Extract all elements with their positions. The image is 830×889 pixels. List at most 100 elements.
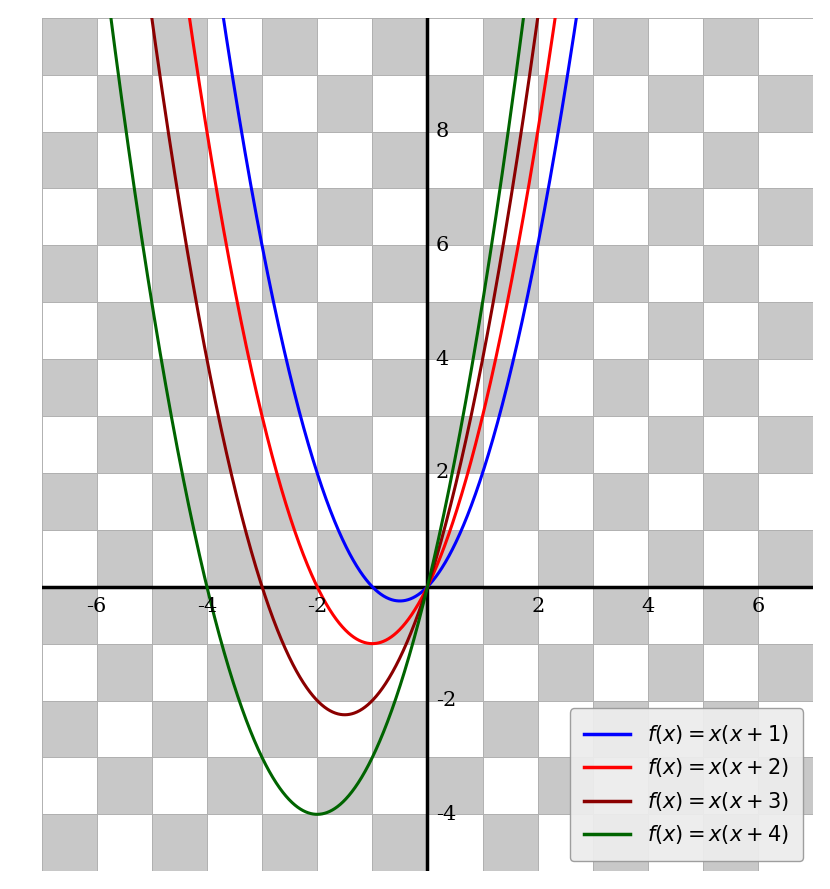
Bar [373,18,427,75]
Bar [593,132,648,188]
Bar [207,416,262,473]
Bar [593,188,648,245]
Bar [759,132,813,188]
Bar [427,188,482,245]
Bar [593,245,648,302]
Bar [317,18,373,75]
Bar [262,132,317,188]
Bar [538,416,593,473]
Bar [373,587,427,644]
Bar [152,473,207,530]
Bar [373,132,427,188]
Bar [482,18,538,75]
Bar [593,701,648,757]
Bar [152,18,207,75]
Bar [593,644,648,701]
Bar [42,18,96,75]
Bar [482,132,538,188]
Bar [42,75,96,132]
Bar [593,359,648,416]
Bar [42,814,96,871]
Bar [317,701,373,757]
Bar [96,416,152,473]
Bar [262,473,317,530]
Bar [373,188,427,245]
Bar [538,18,593,75]
Bar [152,188,207,245]
Bar [96,473,152,530]
Bar [703,701,759,757]
Bar [427,473,482,530]
Bar [538,473,593,530]
Bar [262,814,317,871]
Bar [262,245,317,302]
Bar [42,530,96,587]
Bar [262,757,317,814]
Bar [152,75,207,132]
Bar [317,644,373,701]
Bar [759,530,813,587]
Bar [96,75,152,132]
Bar [317,757,373,814]
Bar [42,359,96,416]
Bar [42,587,96,644]
Bar [703,245,759,302]
Bar [648,132,703,188]
Bar [482,473,538,530]
Bar [207,644,262,701]
Bar [759,245,813,302]
Bar [538,587,593,644]
Bar [373,75,427,132]
Bar [207,75,262,132]
Bar [593,18,648,75]
Text: 6: 6 [436,236,449,255]
Bar [373,359,427,416]
Bar [373,757,427,814]
Bar [96,814,152,871]
Bar [207,530,262,587]
Bar [96,530,152,587]
Bar [648,75,703,132]
Bar [207,814,262,871]
Bar [648,473,703,530]
Bar [317,587,373,644]
Bar [96,132,152,188]
Bar [427,75,482,132]
Bar [427,530,482,587]
Bar [593,302,648,359]
Bar [373,245,427,302]
Bar [317,302,373,359]
Bar [703,814,759,871]
Bar [759,302,813,359]
Bar [262,188,317,245]
Bar [482,587,538,644]
Bar [207,359,262,416]
Bar [703,302,759,359]
Bar [42,701,96,757]
Bar [152,530,207,587]
Bar [427,416,482,473]
Bar [42,302,96,359]
Bar [427,644,482,701]
Bar [152,245,207,302]
Text: -6: -6 [86,597,107,616]
Bar [482,530,538,587]
Bar [96,18,152,75]
Bar [538,644,593,701]
Bar [759,701,813,757]
Bar [759,416,813,473]
Bar [262,530,317,587]
Bar [42,757,96,814]
Bar [262,701,317,757]
Text: 8: 8 [436,122,449,141]
Bar [759,359,813,416]
Bar [207,245,262,302]
Bar [152,814,207,871]
Bar [648,302,703,359]
Bar [593,473,648,530]
Text: 2: 2 [531,597,544,616]
Bar [373,701,427,757]
Bar [317,75,373,132]
Bar [759,587,813,644]
Bar [427,757,482,814]
